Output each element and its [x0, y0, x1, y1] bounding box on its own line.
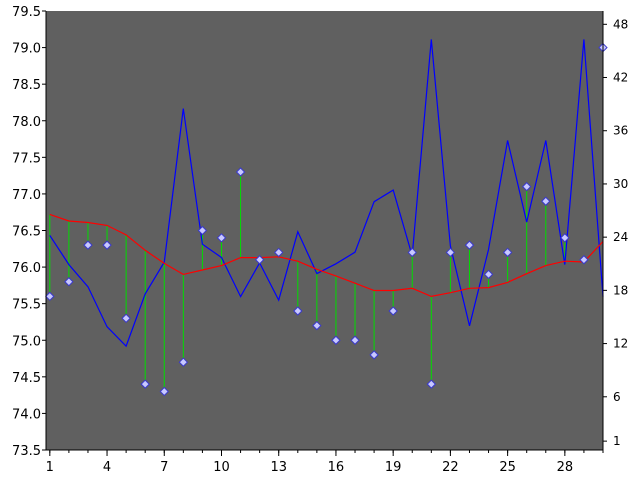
- y-left-tick-label: 74.0: [12, 407, 41, 422]
- y-left-tick-label: 75.0: [12, 334, 41, 349]
- x-tick-label: 16: [328, 460, 345, 475]
- data-point-marker: [521, 181, 532, 192]
- x-tick-label: 1: [46, 460, 54, 475]
- y-axis-right-ticks: 1 6 12 18 24 30 36 42 48: [603, 17, 628, 448]
- x-tick-label: 25: [499, 460, 516, 475]
- data-point-marker: [140, 379, 150, 389]
- data-point-marker: [331, 335, 341, 345]
- data-point-marker: [350, 335, 360, 345]
- y-right-tick-label: 12: [613, 337, 628, 351]
- y-right-tick-label: 30: [613, 177, 628, 191]
- y-right-tick-label: 24: [613, 230, 628, 244]
- y-right-tick-label: 48: [613, 17, 628, 31]
- y-left-tick-label: 75.5: [12, 298, 41, 313]
- y-left-tick-label: 73.5: [12, 444, 41, 459]
- y-left-tick-label: 77.5: [12, 151, 41, 166]
- data-point-marker: [102, 240, 112, 250]
- data-point-marker: [388, 306, 398, 316]
- y-left-tick-label: 79.0: [12, 42, 41, 57]
- y-right-tick-label: 6: [613, 390, 621, 404]
- y-left-tick-label: 79.5: [12, 5, 41, 20]
- data-point-marker: [121, 313, 131, 324]
- y-right-tick-label: 18: [613, 283, 628, 297]
- y-right-tick-label: 1: [613, 434, 621, 448]
- series-line-red: [49, 213, 604, 298]
- data-point-marker: [45, 291, 55, 302]
- y-left-tick-label: 76.0: [12, 261, 41, 276]
- y-axis-left-ticks: 73.5 74.0 74.5 75.0 75.5 76.0 76.5 77.0 77.5 78.0…: [12, 5, 46, 459]
- y-left-tick-label: 78.5: [12, 78, 41, 93]
- data-point-marker: [235, 167, 246, 177]
- x-tick-label: 10: [213, 460, 230, 475]
- data-point-marker: [369, 350, 379, 360]
- data-point-marker: [254, 255, 265, 265]
- series-line-blue: [49, 39, 604, 348]
- data-point-marker: [426, 379, 437, 389]
- data-point-marker: [502, 247, 513, 258]
- y-right-tick-label: 42: [613, 71, 628, 85]
- data-point-marker: [159, 386, 169, 397]
- data-point-marker: [197, 225, 208, 236]
- y-left-tick-label: 76.5: [12, 225, 41, 240]
- data-point-marker: [178, 357, 189, 367]
- data-point-marker: [541, 196, 551, 206]
- y-left-tick-label: 77.0: [12, 188, 41, 203]
- data-point-marker: [216, 233, 227, 243]
- data-point-marker: [483, 269, 494, 280]
- data-point-marker: [464, 240, 475, 250]
- x-tick-label: 28: [557, 460, 574, 475]
- y-left-tick-label: 78.0: [12, 115, 41, 130]
- data-point-marker: [83, 240, 93, 250]
- y-right-tick-label: 36: [613, 124, 628, 138]
- series-lines: [49, 39, 604, 348]
- x-axis-ticks: 1 4 7 10 13 16 19 22 25 28: [46, 450, 604, 475]
- data-point-marker: [445, 247, 456, 258]
- x-tick-label: 22: [442, 460, 459, 475]
- y-left-tick-label: 74.5: [12, 371, 41, 386]
- data-point-marker: [407, 247, 417, 258]
- data-point-marker: [579, 255, 589, 265]
- data-point-marker: [560, 233, 570, 243]
- x-tick-label: 7: [160, 460, 168, 475]
- x-tick-label: 13: [270, 460, 287, 475]
- marker-group: [45, 42, 608, 397]
- data-point-marker: [312, 320, 322, 331]
- data-point-marker: [64, 277, 74, 287]
- data-point-marker: [293, 306, 303, 316]
- x-tick-label: 4: [103, 460, 111, 475]
- data-point-marker: [274, 247, 284, 258]
- plot-area: [46, 11, 603, 450]
- x-tick-label: 19: [385, 460, 402, 475]
